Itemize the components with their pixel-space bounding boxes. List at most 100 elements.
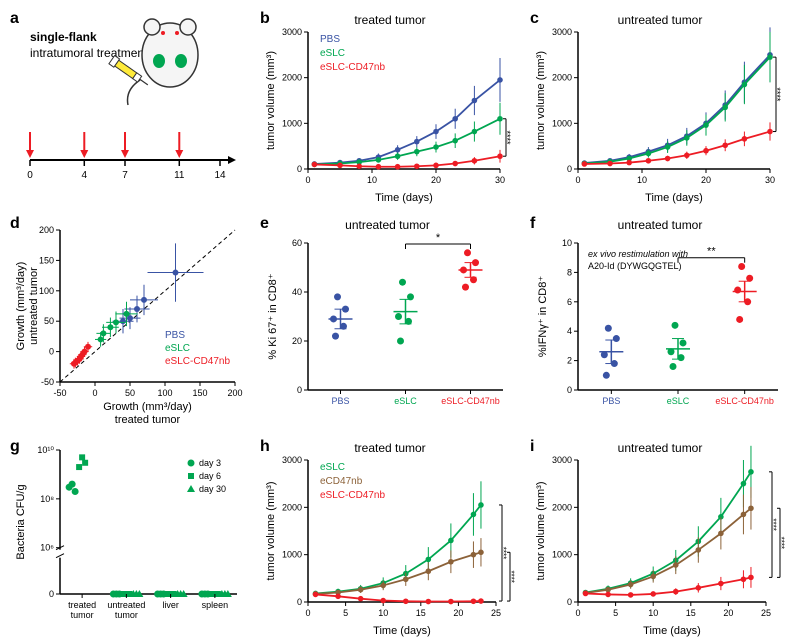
panel-d-label: d — [10, 215, 20, 233]
svg-text:day 6: day 6 — [199, 471, 221, 481]
svg-text:untreated tumor: untreated tumor — [28, 267, 40, 345]
svg-text:% Ki 67⁺ in CD8⁺: % Ki 67⁺ in CD8⁺ — [267, 273, 279, 359]
panel-e-title: untreated tumor — [260, 218, 515, 232]
svg-text:4: 4 — [567, 326, 572, 336]
svg-text:untreated: untreated — [107, 600, 145, 610]
svg-text:6: 6 — [567, 297, 572, 307]
svg-text:200: 200 — [39, 225, 54, 235]
svg-text:Time (days): Time (days) — [643, 625, 701, 637]
panel-g-label: g — [10, 438, 20, 456]
svg-text:0: 0 — [305, 608, 310, 618]
svg-text:treated: treated — [68, 600, 96, 610]
svg-text:ex vivo restimulation with: ex vivo restimulation with — [588, 249, 688, 259]
svg-text:tumor: tumor — [115, 610, 138, 620]
svg-text:0: 0 — [49, 347, 54, 357]
svg-text:****: **** — [772, 87, 782, 102]
svg-text:15: 15 — [416, 608, 426, 618]
panel-i-title: untreated tumor — [530, 441, 790, 455]
svg-text:40: 40 — [292, 287, 302, 297]
svg-text:10¹⁰: 10¹⁰ — [37, 445, 54, 455]
svg-text:100: 100 — [157, 388, 172, 398]
svg-text:60: 60 — [292, 238, 302, 248]
svg-text:11: 11 — [174, 170, 185, 181]
svg-text:spleen: spleen — [202, 600, 229, 610]
svg-text:-50: -50 — [53, 388, 66, 398]
panel-f: f untreated tumor 0246810%IFNγ⁺ in CD8⁺P… — [530, 215, 790, 430]
svg-text:50: 50 — [44, 316, 54, 326]
svg-text:0: 0 — [575, 608, 580, 618]
svg-text:PBS: PBS — [602, 396, 620, 406]
svg-text:Growth (mm³/day): Growth (mm³/day) — [103, 401, 192, 413]
svg-text:Bacteria CFU/g: Bacteria CFU/g — [15, 484, 27, 559]
panel-h-title: treated tumor — [260, 441, 520, 455]
svg-text:****: **** — [777, 537, 786, 549]
panel-i-svg: 05101520250100020003000Time (days)tumor … — [530, 438, 790, 638]
svg-text:30: 30 — [765, 175, 775, 185]
panel-g: g 10⁶10⁸10¹⁰0Bacteria CFU/gtreatedtumoru… — [10, 438, 245, 638]
panel-b: b treated tumor 01020300100020003000Time… — [260, 10, 520, 205]
svg-text:4: 4 — [82, 170, 88, 181]
svg-text:20: 20 — [701, 175, 711, 185]
panel-c: c untreated tumor 01020300100020003000Ti… — [530, 10, 790, 205]
panel-f-svg: 0246810%IFNγ⁺ in CD8⁺PBSeSLCeSLC-CD47nb*… — [530, 215, 790, 430]
svg-text:PBS: PBS — [165, 330, 185, 341]
svg-text:tumor volume (mm³): tumor volume (mm³) — [535, 51, 547, 150]
svg-text:A20-Id (DYWGQGTEL): A20-Id (DYWGQGTEL) — [588, 261, 682, 271]
panel-h: h treated tumor 05101520250100020003000T… — [260, 438, 520, 638]
svg-text:PBS: PBS — [320, 34, 340, 45]
svg-text:20: 20 — [453, 608, 463, 618]
svg-text:2000: 2000 — [552, 502, 572, 512]
svg-text:150: 150 — [39, 255, 54, 265]
svg-text:10: 10 — [648, 608, 658, 618]
svg-text:eSLC-CD47nb: eSLC-CD47nb — [320, 490, 385, 501]
svg-text:Time (days): Time (days) — [645, 192, 703, 204]
svg-text:tumor volume (mm³): tumor volume (mm³) — [265, 481, 277, 580]
panel-g-svg: 10⁶10⁸10¹⁰0Bacteria CFU/gtreatedtumorunt… — [10, 438, 245, 638]
svg-text:1000: 1000 — [552, 550, 572, 560]
svg-text:eSLC: eSLC — [320, 48, 345, 59]
panel-e: e untreated tumor 0204060% Ki 67⁺ in CD8… — [260, 215, 515, 430]
svg-text:0: 0 — [567, 385, 572, 395]
svg-text:eSLC-CD47nb: eSLC-CD47nb — [715, 396, 774, 406]
svg-text:eSLC: eSLC — [394, 396, 417, 406]
svg-text:0: 0 — [49, 589, 54, 599]
svg-text:200: 200 — [227, 388, 242, 398]
svg-text:10: 10 — [637, 175, 647, 185]
svg-text:0: 0 — [567, 597, 572, 607]
svg-text:3000: 3000 — [552, 27, 572, 37]
svg-text:0: 0 — [92, 388, 97, 398]
svg-text:1000: 1000 — [552, 118, 572, 128]
svg-text:tumor: tumor — [71, 610, 94, 620]
svg-text:day 30: day 30 — [199, 484, 226, 494]
panel-a: a single-flank intratumoral treatment 04… — [10, 10, 240, 205]
svg-text:****: **** — [507, 570, 516, 582]
svg-text:10: 10 — [378, 608, 388, 618]
svg-text:-50: -50 — [41, 377, 54, 387]
svg-text:eCD47nb: eCD47nb — [320, 476, 363, 487]
svg-text:eSLC-CD47nb: eSLC-CD47nb — [165, 356, 230, 367]
svg-text:Growth (mm³/day): Growth (mm³/day) — [15, 262, 27, 351]
svg-text:25: 25 — [491, 608, 501, 618]
svg-text:eSLC: eSLC — [667, 396, 690, 406]
panel-h-svg: 05101520250100020003000Time (days)tumor … — [260, 438, 520, 638]
svg-text:10: 10 — [562, 238, 572, 248]
svg-text:Time (days): Time (days) — [375, 192, 433, 204]
svg-text:2000: 2000 — [552, 73, 572, 83]
svg-text:0: 0 — [297, 385, 302, 395]
svg-text:eSLC-CD47nb: eSLC-CD47nb — [320, 62, 385, 73]
svg-text:0: 0 — [27, 170, 33, 181]
svg-text:0: 0 — [297, 597, 302, 607]
svg-text:30: 30 — [495, 175, 505, 185]
svg-text:5: 5 — [613, 608, 618, 618]
svg-text:****: **** — [499, 547, 508, 559]
svg-text:14: 14 — [214, 170, 226, 181]
svg-text:20: 20 — [292, 336, 302, 346]
svg-text:3000: 3000 — [282, 27, 302, 37]
panel-c-title: untreated tumor — [530, 13, 790, 27]
panel-b-title: treated tumor — [260, 13, 520, 27]
svg-text:0: 0 — [305, 175, 310, 185]
svg-text:150: 150 — [192, 388, 207, 398]
svg-text:eSLC-CD47nb: eSLC-CD47nb — [441, 396, 500, 406]
svg-text:10⁸: 10⁸ — [40, 494, 54, 504]
panel-d: d -50050100150200-50050100150200PBSeSLCe… — [10, 215, 245, 430]
